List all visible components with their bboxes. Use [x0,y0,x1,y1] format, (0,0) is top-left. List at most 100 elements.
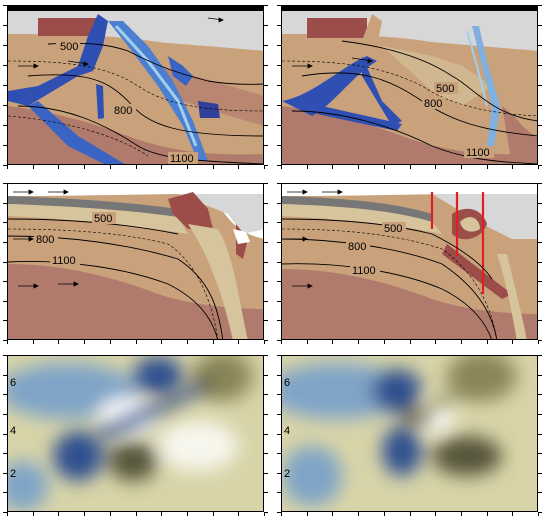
y-tick [3,85,7,86]
x-tick [512,165,513,169]
y-tick [3,414,7,415]
x-tick [84,512,85,516]
x-tick [435,165,436,169]
panel-top-right: 500 800 1100 [281,5,538,165]
x-tick [461,512,462,516]
contour-label-500: 500 [94,213,112,225]
y-tick [3,434,7,435]
x-tick [213,340,214,344]
y-tick [538,453,542,454]
contour-label-800: 800 [36,234,54,246]
y-tick [277,355,281,356]
y-tick [277,203,281,204]
x-tick [410,512,411,516]
x-tick [238,340,239,344]
y-tick [538,512,542,513]
y-tick [264,320,268,321]
y-tick [264,340,268,341]
y-tick [277,242,281,243]
ytick-label-4-right: 4 [284,425,291,437]
x-tick [58,340,59,344]
y-tick [277,375,281,376]
x-tick [136,165,137,169]
y-tick [264,453,268,454]
panel-top-left: 500 800 1100 [7,5,264,165]
y-tick [3,45,7,46]
y-tick [264,262,268,263]
blue-flow-2 [28,101,125,164]
model-middle-right: 500 800 1100 [282,184,537,339]
x-tick [238,165,239,169]
x-tick [187,165,188,169]
x-tick [307,165,308,169]
y-tick [277,301,281,302]
y-tick [277,434,281,435]
ytick-label-4-left: 4 [10,425,17,437]
y-tick [264,375,268,376]
y-tick [277,414,281,415]
field-bottom-left [8,356,263,511]
y-tick [3,453,7,454]
x-tick [538,340,539,344]
x-tick [281,512,282,516]
y-tick [277,125,281,126]
y-tick [538,394,542,395]
mantle-dark [8,106,263,164]
y-tick [264,394,268,395]
y-tick [264,434,268,435]
y-tick [264,5,268,6]
field-bottom-right [282,356,537,511]
x-tick [281,340,282,344]
contour-label-500: 500 [436,83,454,95]
blue-flow-1 [282,56,377,116]
y-tick [264,125,268,126]
crust-block [168,192,213,229]
x-tick [187,340,188,344]
y-tick [3,473,7,474]
x-tick [358,165,359,169]
y-tick [538,414,542,415]
contour-label-1100: 1100 [52,255,76,267]
y-tick [264,414,268,415]
ytick-label-2-right: 2 [284,468,291,480]
x-tick [332,340,333,344]
y-tick [538,165,542,166]
y-tick [277,165,281,166]
y-tick [3,281,7,282]
y-tick [264,65,268,66]
x-tick [264,165,265,169]
contour-label-500: 500 [60,41,78,53]
y-tick [538,281,542,282]
y-tick [3,65,7,66]
isotherms [17,42,263,164]
x-tick [435,340,436,344]
model-middle-left: 500 800 1100 [8,184,263,339]
x-tick [487,165,488,169]
y-tick [538,320,542,321]
x-tick [187,512,188,516]
panel-middle-right: 500 800 1100 [281,183,538,340]
x-tick [358,340,359,344]
blue-flow-1 [8,14,108,106]
y-tick [3,394,7,395]
x-tick [136,340,137,344]
y-tick [538,45,542,46]
x-tick [7,512,8,516]
contour-label-1100: 1100 [466,147,490,159]
x-tick [136,512,137,516]
x-tick [512,340,513,344]
y-tick [3,105,7,106]
contour-label-500: 500 [384,223,402,235]
y-tick [3,512,7,513]
y-tick [277,145,281,146]
model-top-left: 500 800 1100 [8,6,263,164]
y-tick [3,183,7,184]
y-tick [264,85,268,86]
x-tick [538,512,539,516]
y-tick [3,203,7,204]
x-tick [33,340,34,344]
x-tick [384,340,385,344]
contour-label-800: 800 [114,105,132,117]
y-tick [264,222,268,223]
y-tick [3,320,7,321]
